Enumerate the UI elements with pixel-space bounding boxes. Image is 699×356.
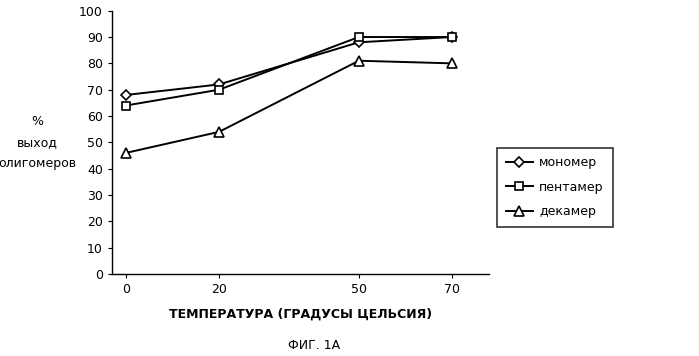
Text: ФИГ. 1А: ФИГ. 1А bbox=[289, 339, 340, 352]
Legend: мономер, пентамер, декамер: мономер, пентамер, декамер bbox=[497, 148, 612, 227]
мономер bbox=[122, 93, 130, 97]
пентамер bbox=[448, 35, 456, 39]
пентамер bbox=[122, 103, 130, 108]
пентамер bbox=[354, 35, 363, 39]
Line: мономер: мономер bbox=[122, 33, 456, 99]
пентамер bbox=[215, 88, 223, 92]
декамер bbox=[122, 151, 130, 155]
мономер bbox=[215, 82, 223, 87]
Line: пентамер: пентамер bbox=[122, 33, 456, 110]
декамер bbox=[215, 130, 223, 134]
мономер bbox=[448, 35, 456, 39]
декамер bbox=[448, 61, 456, 66]
X-axis label: ТЕМПЕРАТУРА (ГРАДУСЫ ЦЕЛЬСИЯ): ТЕМПЕРАТУРА (ГРАДУСЫ ЦЕЛЬСИЯ) bbox=[169, 307, 432, 320]
мономер bbox=[354, 40, 363, 44]
Y-axis label: %
выход
олигомеров: % выход олигомеров bbox=[0, 115, 76, 170]
декамер bbox=[354, 59, 363, 63]
Line: декамер: декамер bbox=[121, 56, 457, 158]
